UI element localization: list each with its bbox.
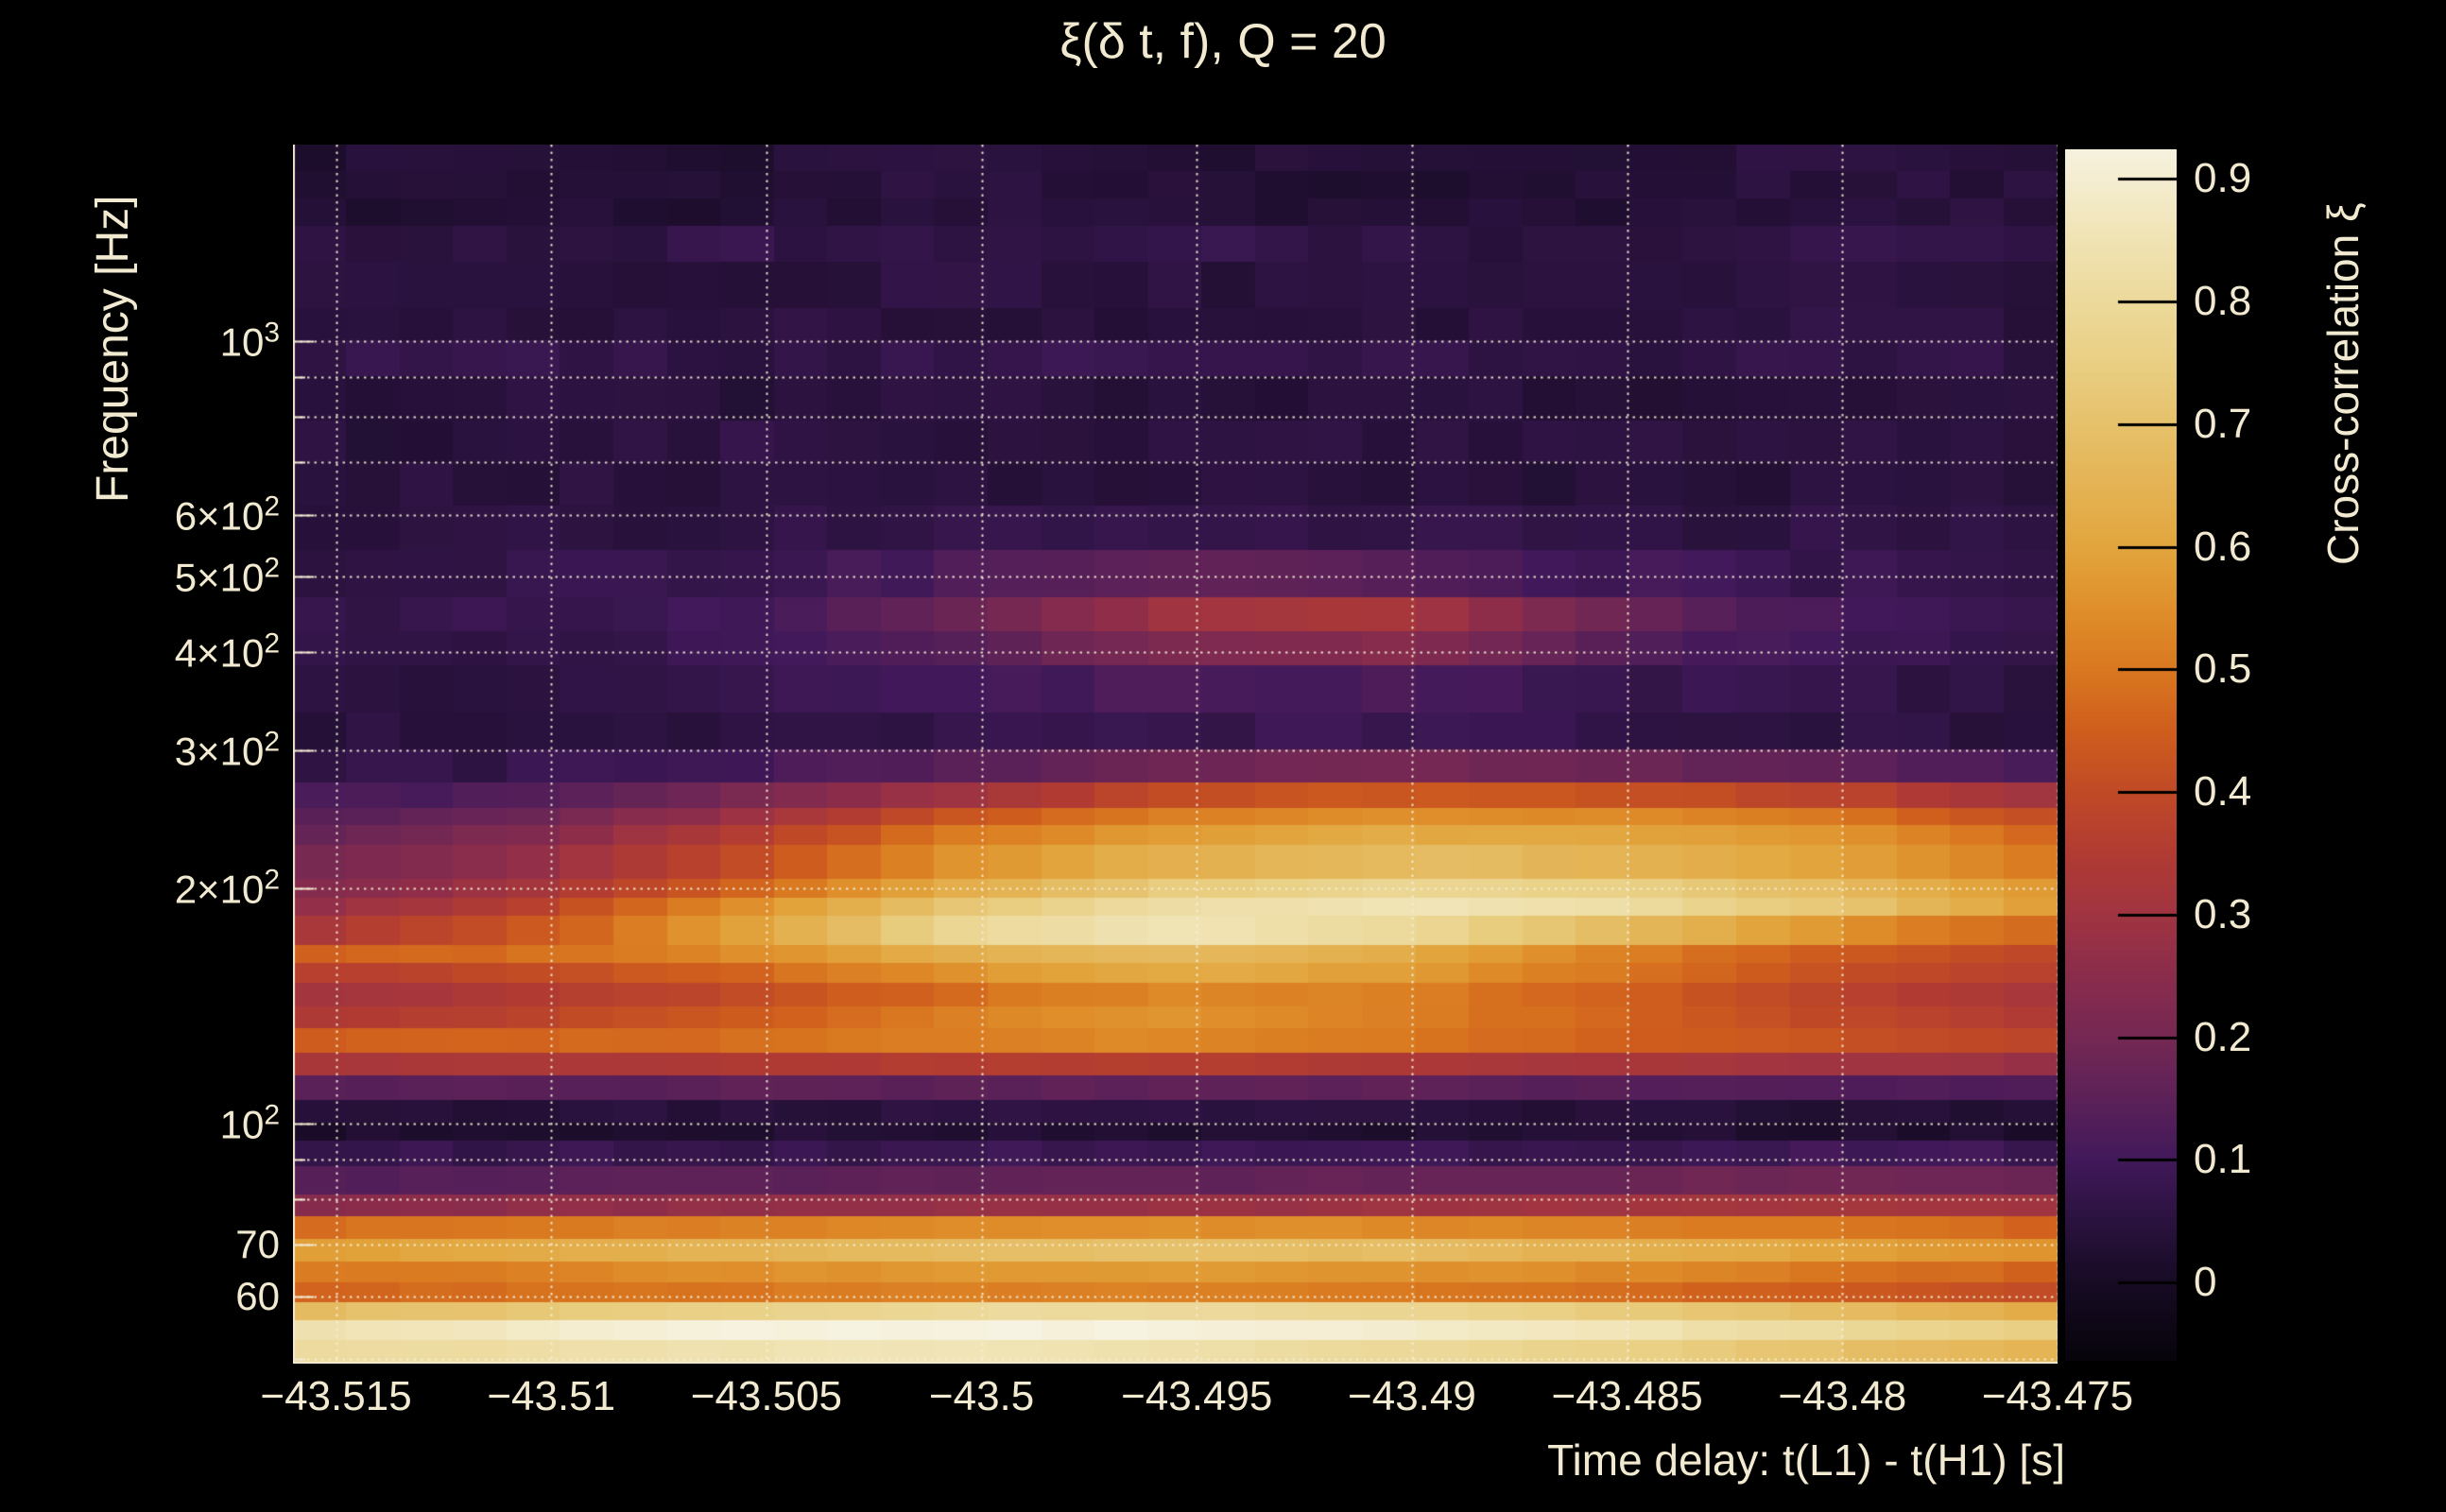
colorbar-tick-label: 0.2	[2194, 1013, 2252, 1060]
x-tick-label: −43.515	[260, 1373, 412, 1419]
x-tick-label: −43.49	[1348, 1373, 1476, 1419]
colorbar-tick-label: 0.1	[2194, 1136, 2252, 1183]
colorbar-tick-label: 0.8	[2194, 277, 2252, 324]
y-tick-label: 3×102	[174, 726, 280, 774]
x-tick-label: −43.475	[1981, 1373, 2134, 1419]
colorbar-tick-label: 0.5	[2194, 645, 2252, 693]
y-tick-label: 103	[219, 317, 280, 365]
colorbar-tick-label: 0.6	[2194, 523, 2252, 570]
colorbar-tick-label: 0	[2194, 1259, 2217, 1306]
colorbar-tick-label: 0.7	[2194, 400, 2252, 447]
x-tick-label: −43.485	[1551, 1373, 1703, 1419]
colorbar-title: Cross-correlation ξ	[2318, 202, 2368, 565]
y-tick-label: 102	[219, 1099, 280, 1147]
x-tick-label: −43.505	[690, 1373, 843, 1419]
y-tick-label: 60	[235, 1274, 280, 1319]
y-tick-label: 70	[235, 1221, 280, 1266]
colorbar-tick-label: 0.4	[2194, 768, 2252, 816]
y-tick-label: 4×102	[174, 627, 280, 676]
x-tick-label: −43.51	[487, 1373, 616, 1419]
x-axis-title: Time delay: t(L1) - t(H1) [s]	[1547, 1435, 2065, 1485]
x-tick-label: −43.48	[1778, 1373, 1907, 1419]
y-axis-title: Frequency [Hz]	[88, 195, 138, 503]
colorbar-tick-label: 0.3	[2194, 890, 2252, 937]
y-tick-label: 6×102	[174, 490, 280, 539]
heatmap-plot-area	[293, 145, 2058, 1364]
y-tick-label: 5×102	[174, 552, 280, 600]
colorbar	[2065, 149, 2177, 1361]
x-tick-label: −43.5	[928, 1373, 1035, 1419]
y-tick-label: 2×102	[174, 864, 280, 912]
chart-title: ξ(δ t, f), Q = 20	[1059, 14, 1387, 69]
colorbar-tick-label: 0.9	[2194, 155, 2252, 202]
x-tick-label: −43.495	[1121, 1373, 1273, 1419]
